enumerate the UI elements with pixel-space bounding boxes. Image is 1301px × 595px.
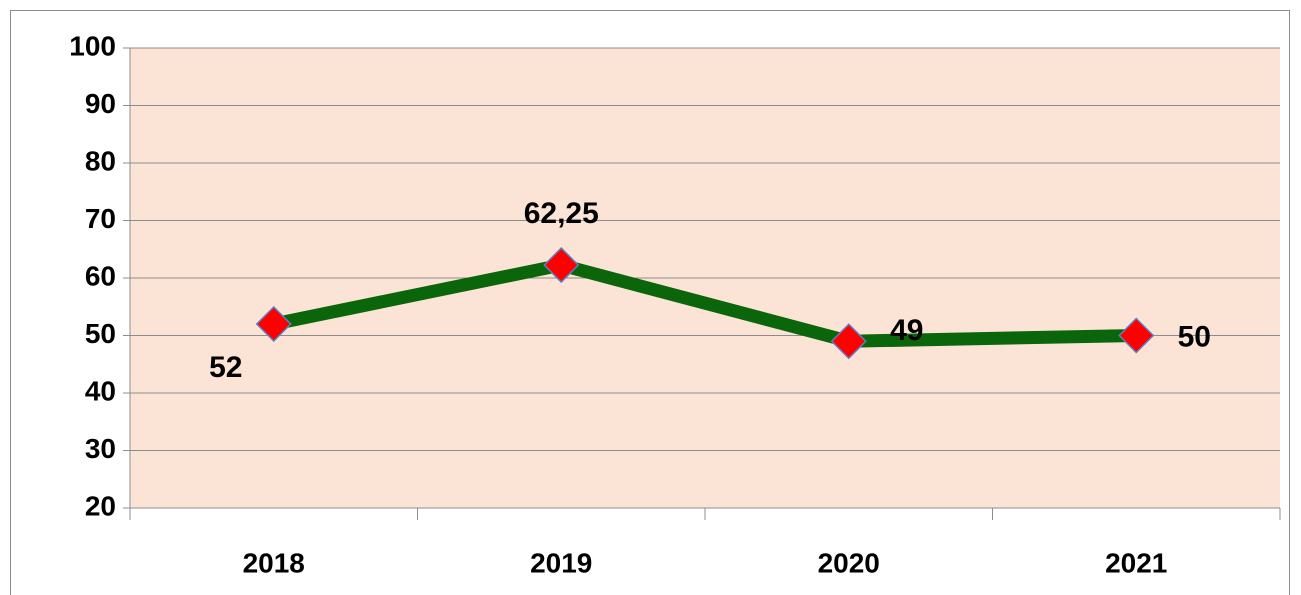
data-label: 49: [890, 314, 923, 347]
marker: [255, 305, 292, 343]
y-tick-label: 70: [85, 203, 116, 234]
marker: [543, 247, 580, 284]
data-label: 50: [1178, 320, 1211, 353]
x-tick-label: 2018: [243, 547, 305, 578]
marker: [1118, 317, 1155, 354]
data-label: 62,25: [524, 197, 599, 230]
y-tick-label: 100: [69, 30, 116, 61]
y-tick-label: 90: [85, 88, 116, 119]
x-tick-label: 2021: [1105, 547, 1167, 578]
y-tick-label: 20: [85, 490, 116, 521]
y-tick-label: 30: [85, 433, 116, 464]
line-series: [272, 258, 1137, 348]
y-tick-label: 80: [85, 145, 116, 176]
y-tick-label: 50: [85, 318, 116, 349]
y-tick-label: 60: [85, 260, 116, 291]
x-tick-label: 2020: [818, 547, 880, 578]
marker: [830, 323, 867, 360]
data-label: 52: [209, 351, 242, 384]
y-tick-label: 40: [85, 375, 116, 406]
x-tick-label: 2019: [530, 547, 592, 578]
